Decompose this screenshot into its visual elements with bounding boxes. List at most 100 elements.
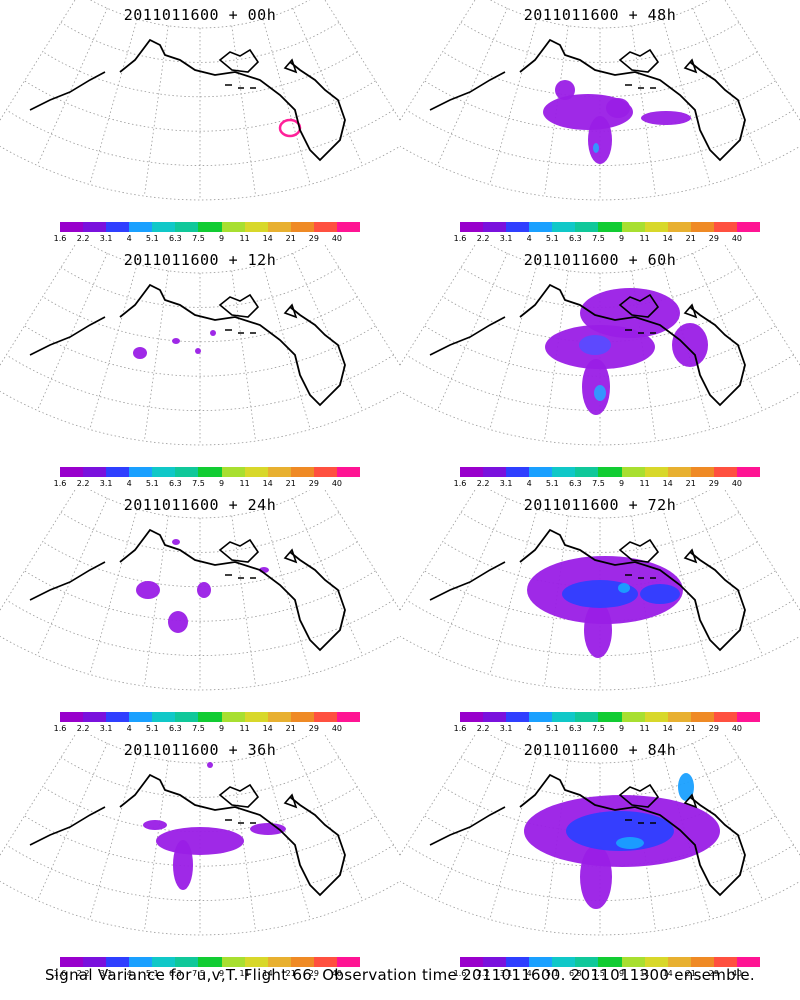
color-scale-segment (529, 222, 553, 232)
color-scale-segment (483, 957, 507, 967)
color-scale-label: 5.1 (545, 479, 559, 488)
color-scale-segment (175, 222, 199, 232)
forecast-panel: 2011011600 + 12h 1.6 2.2 3.1 4 5.1 6.3 7.5 9 11 14… (0, 245, 400, 490)
latitude-gridline (0, 145, 400, 201)
color-scale-labels: 1.6 2.2 3.1 4 5.1 6.3 7.5 9 11 14 21 29 40 (454, 724, 760, 734)
latitude-gridline (42, 296, 358, 343)
longitude-gridline (89, 509, 138, 675)
color-scale-label: 40 (331, 969, 343, 978)
color-scale-segment (106, 957, 130, 967)
longitude-gridline (0, 245, 76, 366)
color-scale-segment (267, 467, 291, 477)
color-scale-segment (313, 222, 337, 232)
latitude-gridline (24, 815, 376, 867)
color-scale-segment (736, 712, 761, 722)
color-scale-label: 4 (126, 479, 132, 488)
longitude-gridline (400, 735, 476, 856)
latitude-gridline (489, 490, 711, 519)
color-scale-label: 1.6 (53, 479, 67, 488)
color-scale-label: 21 (685, 969, 696, 978)
coastline (519, 528, 746, 652)
color-scale-segment (575, 712, 599, 722)
color-scale-segment (690, 467, 714, 477)
color-scale-bar (60, 222, 361, 232)
coastline (519, 283, 746, 407)
variance-contour (606, 98, 630, 118)
color-scale-segment (667, 957, 691, 967)
color-scale-label: 5.1 (545, 969, 559, 978)
color-scale-label: 14 (262, 479, 273, 488)
latitude-gridline (0, 635, 400, 691)
longitude-gridline (724, 735, 800, 856)
latitude-gridline (442, 541, 758, 588)
color-scale-segment (667, 222, 691, 232)
color-scale-segment (667, 712, 691, 722)
color-scale-label: 2.2 (476, 724, 490, 733)
coastline (119, 38, 346, 162)
color-scale-label: 6.3 (569, 969, 582, 978)
variance-contour (616, 837, 644, 849)
latitude-gridline (400, 390, 800, 446)
variance-contour (156, 827, 244, 855)
color-scale-label: 3.1 (99, 479, 113, 488)
color-scale-label: 29 (708, 479, 719, 488)
color-scale-segment (460, 712, 484, 722)
color-scale-segment (506, 222, 530, 232)
color-scale-label: 29 (308, 969, 319, 978)
variance-contour (582, 359, 610, 415)
color-scale-label: 11 (639, 479, 650, 488)
color-scale-segment (644, 222, 668, 232)
longitude-gridline (662, 264, 711, 430)
longitude-gridline (231, 25, 257, 197)
coastline (29, 316, 106, 356)
latitude-gridline (24, 80, 376, 132)
color-scale-label: 40 (331, 234, 343, 243)
color-scale-segment (621, 467, 645, 477)
color-scale-label: 6.3 (569, 479, 582, 488)
color-scale-segment (644, 467, 668, 477)
latitude-gridline (489, 245, 711, 274)
color-scale-segment (244, 467, 268, 477)
latitude-gridline (489, 735, 711, 764)
coastline (429, 561, 506, 601)
longitude-gridline (262, 19, 311, 185)
latitude-gridline (460, 757, 740, 798)
variance-contour (173, 840, 193, 890)
latitude-gridline (89, 0, 311, 29)
color-scale-segment (336, 957, 361, 967)
longitude-gridline (36, 498, 108, 656)
color-scale-segment (506, 957, 530, 967)
variance-contour (195, 348, 201, 354)
color-scale-label: 9 (218, 479, 225, 488)
arctic-islands (618, 538, 698, 579)
color-scale-label: 29 (708, 969, 719, 978)
forecast-panel: 2011011600 + 84h 1.6 2.2 3.1 4 5.1 6.3 7.5 9 11 14… (400, 735, 800, 980)
latitude-gridline (442, 51, 758, 98)
color-scale-label: 3.1 (499, 479, 513, 488)
color-scale-label: 11 (639, 969, 650, 978)
color-scale-label: 21 (685, 479, 696, 488)
color-scale-label: 6.3 (169, 479, 182, 488)
color-scale-label: 11 (639, 234, 650, 243)
color-scale-segment (690, 712, 714, 722)
color-scale-label: 9 (618, 234, 625, 243)
variance-contour (588, 116, 612, 164)
color-scale-segment (60, 957, 84, 967)
color-scale-label: 3.1 (499, 234, 513, 243)
map-plot (400, 490, 800, 691)
longitude-gridline (631, 25, 657, 197)
variance-contour (172, 539, 180, 545)
color-scale-segment (336, 467, 361, 477)
coastline (119, 283, 346, 407)
color-scale-label: 40 (731, 479, 743, 488)
color-scale-segment (313, 712, 337, 722)
longitude-gridline (692, 253, 764, 411)
color-scale-segment (290, 712, 314, 722)
color-scale-label: 40 (731, 234, 743, 243)
color-scale-bar (460, 957, 761, 967)
color-scale-label: 9 (618, 724, 625, 733)
color-scale-segment (313, 467, 337, 477)
color-scale-segment (621, 712, 645, 722)
latitude-gridline (24, 570, 376, 622)
color-scale-bar (460, 222, 761, 232)
